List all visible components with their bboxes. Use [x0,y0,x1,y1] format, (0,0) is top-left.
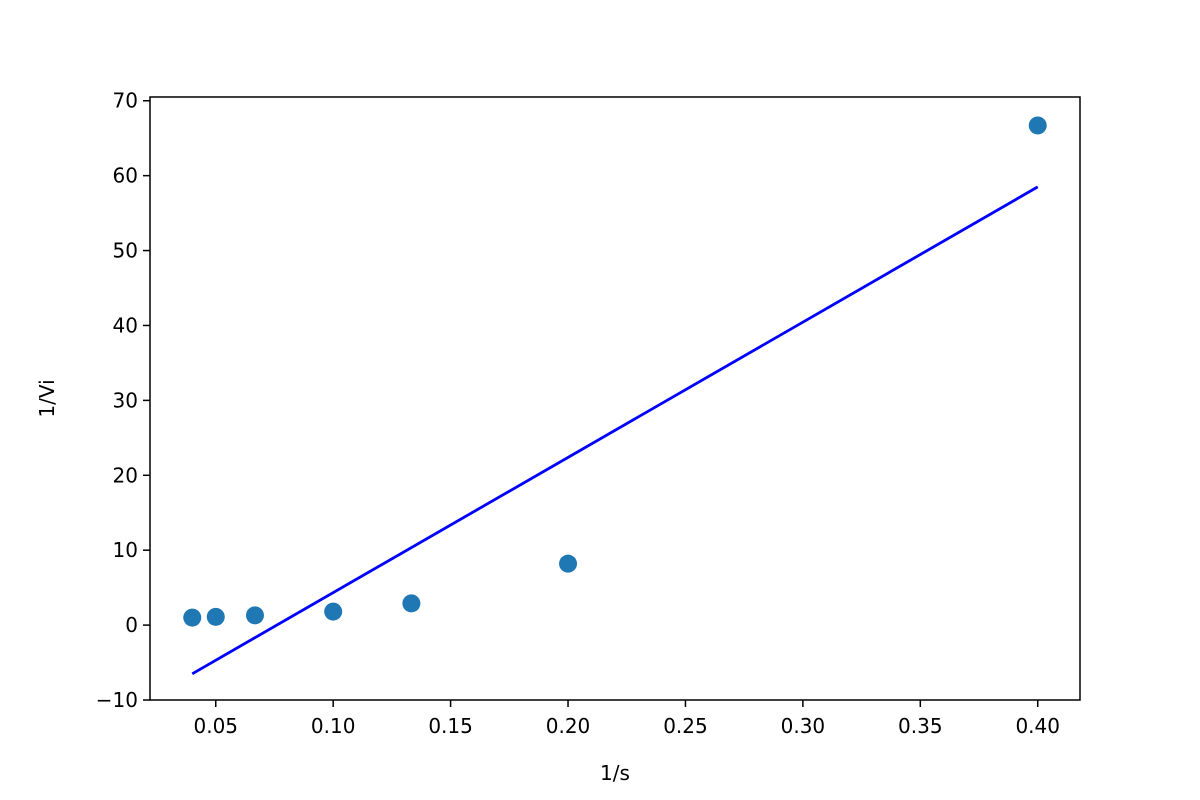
y-tick-label: 50 [113,239,138,263]
x-tick-label: 0.05 [193,714,238,738]
x-tick-label: 0.30 [781,714,826,738]
y-tick-label: 40 [113,313,138,337]
x-tick-label: 0.10 [311,714,356,738]
data-point [1028,116,1047,135]
x-tick-label: 0.15 [428,714,473,738]
data-point [324,602,343,621]
y-tick-label: 0 [125,613,138,637]
x-axis-label: 1/s [600,761,630,785]
x-tick-label: 0.25 [663,714,708,738]
data-point [402,594,421,613]
y-tick-label: 60 [113,164,138,188]
x-tick-label: 0.20 [546,714,591,738]
data-point [559,554,578,573]
x-tick-label: 0.35 [898,714,943,738]
axes-frame [149,96,1081,701]
plot-area [183,116,1047,675]
y-tick-label: 20 [113,463,138,487]
x-tick-label: 0.40 [1015,714,1060,738]
y-tick-label: −10 [96,688,138,712]
y-axis: −10 0 10 20 30 40 50 60 70 [96,89,150,712]
data-point [206,607,225,626]
y-tick-label: 30 [113,388,138,412]
fit-line [191,185,1039,675]
y-tick-label: 70 [113,89,138,113]
x-axis: 0.05 0.10 0.15 0.20 0.25 0.30 0.35 0.40 [193,700,1060,738]
y-tick-label: 10 [113,538,138,562]
y-axis-label: 1/Vi [35,379,59,417]
data-point [245,606,264,625]
data-point [183,608,202,627]
